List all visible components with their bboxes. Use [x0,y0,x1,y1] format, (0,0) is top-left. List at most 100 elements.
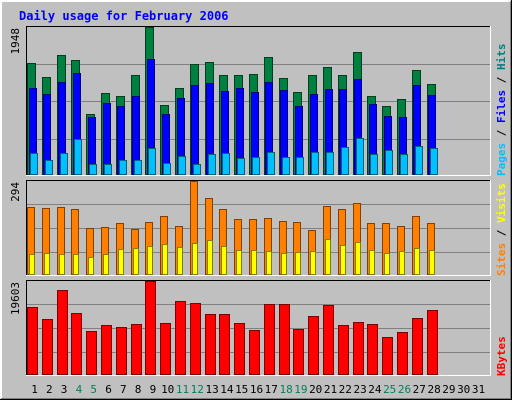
x-tick-label: 29 [442,383,455,396]
bar-pages-day-21 [326,152,334,175]
bar-pages-day-9 [148,148,156,175]
bar-visits-day-7 [118,249,124,275]
x-tick-label: 17 [265,383,278,396]
bar-kbytes-day-26 [397,332,408,375]
panel-bottom-legend-item: KBytes [495,336,508,376]
bar-kbytes-day-14 [219,314,230,375]
bar-pages-day-8 [134,160,142,175]
bar-kbytes-day-23 [353,322,364,375]
bar-visits-day-8 [133,248,139,275]
x-tick-label: 13 [205,383,218,396]
panel-top-legend-item: / [495,123,508,143]
panel-top-legend-item: Files [495,90,508,123]
bar-visits-day-27 [414,248,420,275]
bar-kbytes-day-17 [264,304,275,375]
x-tick-label: 6 [105,383,112,396]
bar-visits-day-22 [340,245,346,275]
panel-middle-legend: Sites / Visits [495,183,508,276]
bar-kbytes-day-3 [57,290,68,375]
bar-visits-day-12 [192,243,198,275]
x-tick-label: 21 [324,383,337,396]
x-tick-label: 23 [353,383,366,396]
bar-kbytes-day-18 [279,304,290,375]
series-files [29,59,436,175]
bar-pages-day-3 [60,153,68,175]
bar-pages-day-17 [267,152,275,175]
bar-kbytes-day-2 [42,319,53,375]
bar-kbytes-day-16 [249,330,260,375]
bar-visits-day-5 [88,257,94,275]
bar-visits-day-6 [103,254,109,275]
panel-bottom-legend: KBytes [495,336,508,376]
bar-pages-day-28 [430,148,438,175]
x-tick-label: 24 [368,383,382,396]
chart-title: Daily usage for February 2006 [19,9,229,23]
bar-kbytes-day-10 [160,323,171,375]
x-tick-label: 18 [279,383,292,396]
bar-pages-day-7 [119,160,127,175]
panel-top: 1948 Pages / Files / Hits [9,26,508,176]
bar-pages-day-1 [30,153,38,175]
x-tick-label: 9 [150,383,157,396]
bar-pages-day-19 [296,157,304,175]
bar-pages-day-5 [89,164,97,175]
bar-pages-day-23 [356,138,364,175]
bar-kbytes-day-20 [308,316,319,375]
bar-pages-day-13 [208,154,216,175]
bar-pages-day-26 [400,154,408,175]
bar-kbytes-day-8 [131,324,142,375]
bar-kbytes-day-5 [86,331,97,375]
bar-visits-day-28 [429,250,435,275]
bar-visits-day-15 [236,250,242,275]
panel-bottom: 19603 KBytes [9,280,508,376]
x-tick-label: 12 [191,383,204,396]
bar-pages-day-22 [341,147,349,175]
bar-pages-day-16 [252,157,260,175]
bar-files-day-12 [191,85,199,175]
bar-kbytes-day-9 [145,281,156,375]
x-tick-label: 19 [294,383,307,396]
x-tick-label: 8 [135,383,142,396]
panel-top-legend-item: / [495,70,508,90]
series-visits [29,239,435,275]
panels-layer: 1948 Pages / Files / Hits 294 Sites / Visit… [9,26,508,376]
panel-middle-legend-item: / [495,223,508,243]
bar-files-day-6 [103,103,111,175]
bar-kbytes-day-1 [27,307,38,375]
bar-kbytes-day-11 [175,301,186,375]
bar-visits-day-3 [59,254,65,275]
bar-pages-day-25 [385,150,393,175]
x-tick-label: 26 [398,383,411,396]
x-axis-labels: 1 2 3 4 5 6 7 8 9 10 11 12 13 14 15 16 17 18 19 20 21 22 23 24 2… [31,383,485,396]
bar-kbytes-day-22 [338,325,349,375]
panel-middle: 294 Sites / Visits [9,180,508,276]
bar-pages-day-20 [311,152,319,175]
bar-visits-day-14 [221,246,227,275]
bar-visits-day-21 [325,239,331,275]
bar-pages-day-10 [163,163,171,175]
panel-bottom-max-label: 19603 [9,282,22,315]
bar-pages-day-2 [45,160,53,175]
bar-kbytes-day-6 [101,325,112,375]
bar-pages-day-27 [415,146,423,175]
bar-visits-day-17 [266,251,272,275]
bar-pages-day-6 [104,164,112,175]
x-tick-label: 2 [46,383,53,396]
bar-visits-day-26 [399,251,405,275]
x-tick-label: 14 [220,383,234,396]
bar-kbytes-day-7 [116,327,127,375]
bar-visits-day-9 [147,246,153,275]
x-tick-label: 10 [161,383,174,396]
panel-top-max-label: 1948 [9,28,22,55]
bar-visits-day-19 [295,252,301,275]
x-tick-label: 7 [120,383,127,396]
bar-pages-day-11 [178,156,186,175]
bar-visits-day-1 [29,254,35,275]
bar-kbytes-day-12 [190,303,201,375]
bar-kbytes-day-27 [412,318,423,375]
x-tick-label: 28 [427,383,440,396]
x-tick-label: 4 [76,383,83,396]
x-tick-label: 15 [235,383,248,396]
bar-kbytes-day-21 [323,305,334,375]
bar-visits-day-23 [355,242,361,275]
